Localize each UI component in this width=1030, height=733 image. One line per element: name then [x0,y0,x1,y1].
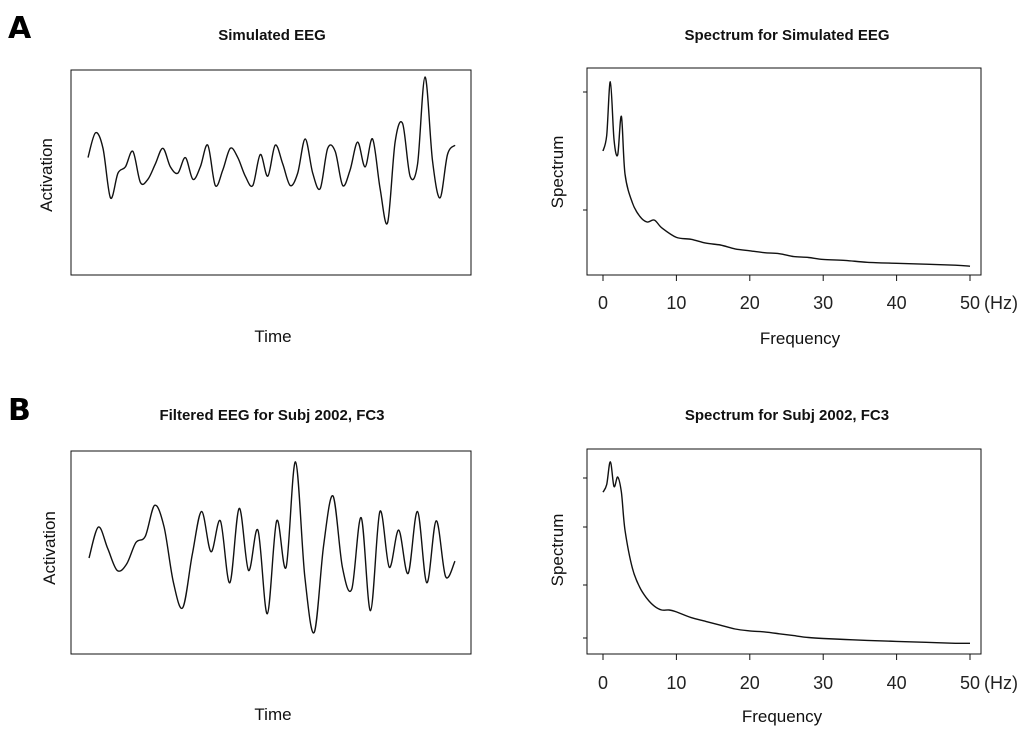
x-ticks: 0 10 20 30 40 50 [598,654,980,693]
x-tick-label: 30 [813,673,833,693]
x-axis-label: Time [254,705,291,724]
panel-letter-a: A [8,11,32,46]
x-tick-label: 50 [960,293,980,313]
plot-frame [70,69,472,276]
x-unit-label: (Hz) [984,673,1018,693]
x-tick-label: 40 [887,293,907,313]
x-tick-label: 0 [598,293,608,313]
x-tick-label: 40 [887,673,907,693]
x-tick-label: 20 [740,673,760,693]
x-ticks: 0 10 20 30 40 50 [598,275,980,313]
y-axis-label: Spectrum [548,514,567,587]
chart-title: Simulated EEG [218,27,326,44]
chart-title: Filtered EEG for Subj 2002, FC3 [159,407,384,424]
y-ticks [583,477,587,639]
x-tick-label: 20 [740,293,760,313]
series-line [88,461,456,634]
x-axis-label: Frequency [760,329,841,348]
x-tick-label: 10 [666,673,686,693]
series-line [602,461,971,645]
plot-frame [70,450,472,655]
plot-frame [586,448,982,655]
x-tick-label: 0 [598,673,608,693]
x-unit-label: (Hz) [984,293,1018,313]
y-axis-label: Activation [37,138,56,212]
x-tick-label: 50 [960,673,980,693]
series-line [87,76,456,225]
chart-spectrum-subj-2002: Spectrum for Subj 2002, FC3 0 10 20 30 40 50 … [548,407,1018,726]
y-ticks [583,91,587,211]
chart-simulated-eeg: Simulated EEG Time Activation [37,27,472,346]
series-line [602,81,971,267]
panel-letter-b: B [8,393,31,428]
chart-filtered-eeg: Filtered EEG for Subj 2002, FC3 Time Act… [40,407,472,724]
chart-title: Spectrum for Subj 2002, FC3 [685,407,889,424]
chart-title: Spectrum for Simulated EEG [684,27,889,44]
x-tick-label: 10 [666,293,686,313]
chart-spectrum-simulated-eeg: Spectrum for Simulated EEG 0 10 20 30 40 50 (… [548,27,1018,348]
x-axis-label: Frequency [742,707,823,726]
x-tick-label: 30 [813,293,833,313]
y-axis-label: Spectrum [548,136,567,209]
x-axis-label: Time [254,327,291,346]
plot-frame [586,67,982,276]
y-axis-label: Activation [40,511,59,585]
